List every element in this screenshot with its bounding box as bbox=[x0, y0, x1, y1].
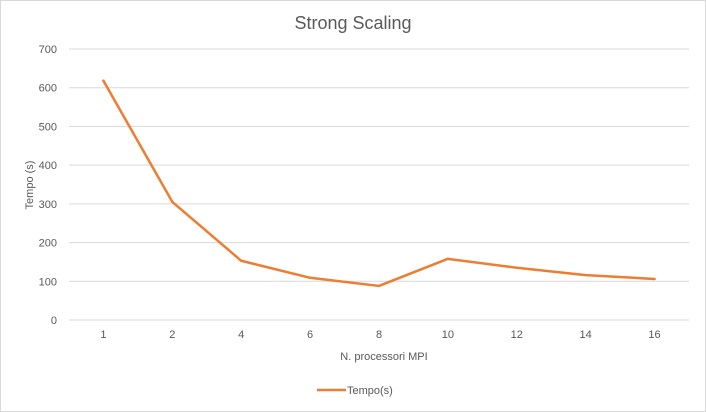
x-tick-label: 6 bbox=[307, 329, 313, 341]
x-tick-labels: 1 2 4 6 8 10 12 14 16 bbox=[100, 329, 660, 341]
data-point bbox=[308, 276, 312, 280]
x-tick-label: 10 bbox=[442, 329, 454, 341]
y-tick-label: 200 bbox=[39, 238, 57, 250]
chart-title: Strong Scaling bbox=[294, 13, 411, 33]
x-tick-label: 1 bbox=[100, 329, 106, 341]
data-point bbox=[102, 79, 105, 82]
data-point bbox=[653, 277, 656, 281]
x-tick-label: 2 bbox=[169, 329, 175, 341]
y-tick-label: 100 bbox=[39, 276, 57, 288]
x-tick-label: 12 bbox=[511, 329, 523, 341]
data-point bbox=[515, 266, 518, 269]
y-tick-label: 600 bbox=[39, 83, 57, 95]
x-tick-label: 14 bbox=[580, 329, 592, 341]
y-tick-label: 300 bbox=[39, 199, 57, 211]
y-tick-label: 700 bbox=[39, 44, 57, 56]
y-axis-title: Tempo (s) bbox=[24, 161, 36, 210]
y-tick-label: 400 bbox=[39, 160, 57, 172]
legend: Tempo(s) bbox=[317, 385, 393, 397]
x-tick-label: 4 bbox=[238, 329, 244, 341]
x-tick-label: 16 bbox=[648, 329, 660, 341]
series-group bbox=[102, 79, 656, 288]
data-point bbox=[171, 200, 174, 204]
x-axis-title: N. processori MPI bbox=[340, 351, 427, 363]
data-point bbox=[240, 259, 243, 262]
gridlines bbox=[69, 48, 689, 321]
legend-label: Tempo(s) bbox=[347, 385, 393, 397]
x-tick-label: 8 bbox=[376, 329, 382, 341]
data-point bbox=[584, 273, 587, 277]
data-point bbox=[377, 284, 381, 288]
y-tick-label: 0 bbox=[51, 315, 57, 327]
series-line bbox=[102, 79, 656, 288]
y-tick-labels: 0 100 200 300 400 500 600 700 bbox=[39, 44, 57, 327]
data-point bbox=[446, 257, 450, 261]
y-tick-label: 500 bbox=[39, 121, 57, 133]
